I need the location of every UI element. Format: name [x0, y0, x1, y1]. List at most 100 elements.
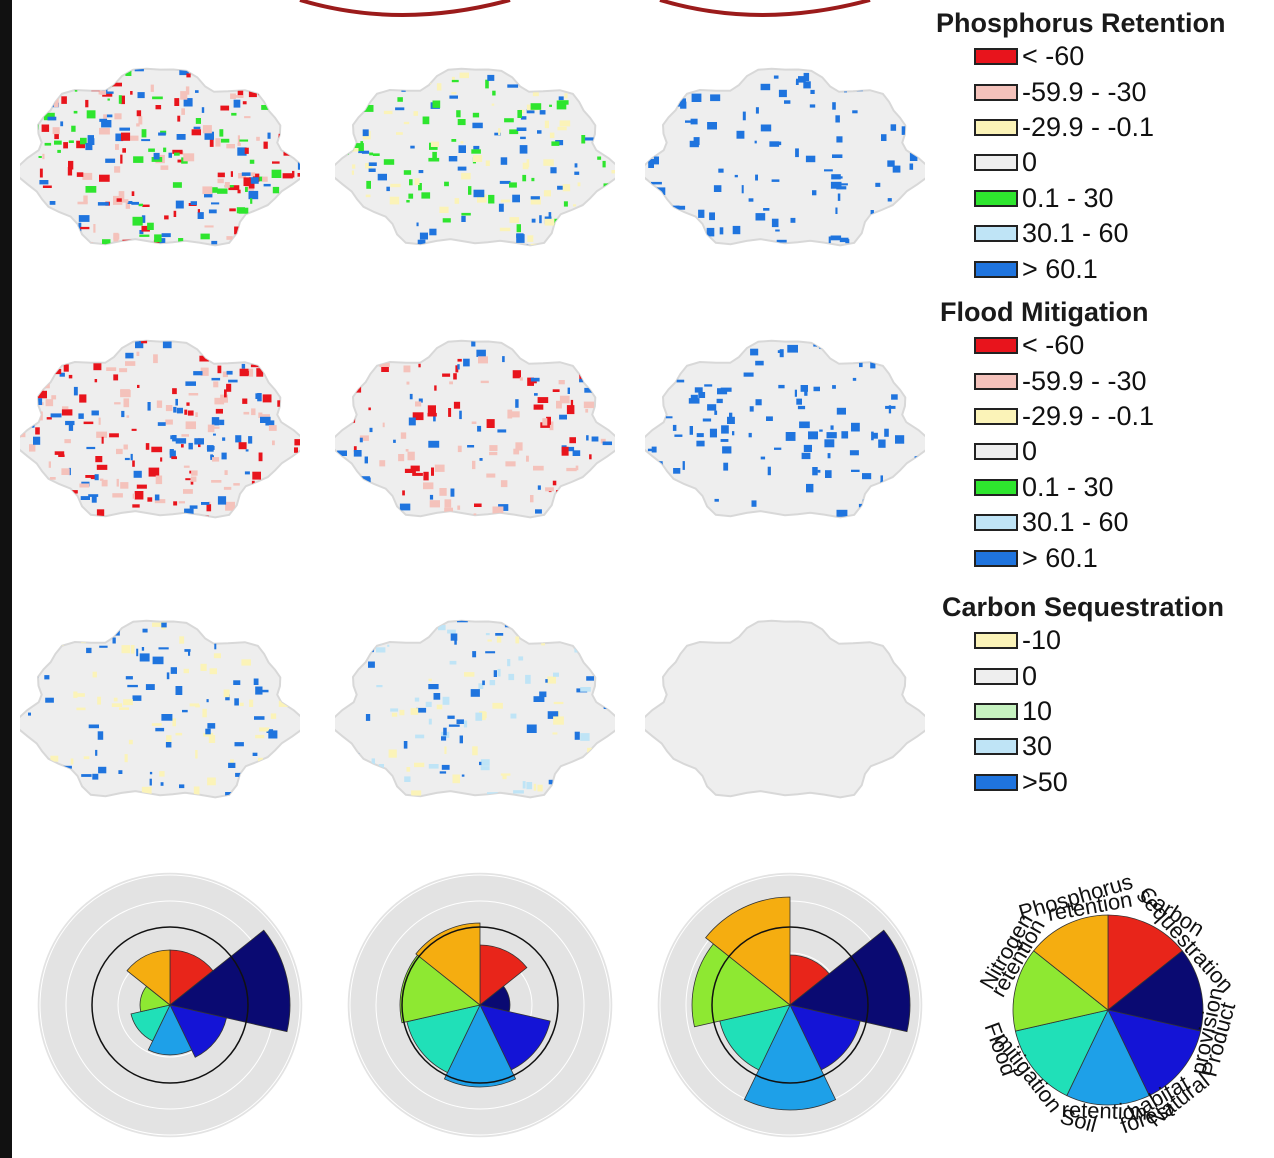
map-patch — [787, 344, 798, 353]
map-region — [645, 339, 925, 519]
map-patch — [261, 105, 270, 110]
map-patch — [146, 517, 151, 518]
map-patch — [169, 808, 174, 814]
map-patch — [283, 349, 286, 353]
map-patch — [160, 165, 169, 170]
legend-title: Carbon Sequestration — [942, 592, 1225, 622]
map-patch — [44, 142, 52, 146]
wheel-sector-nitrogen-retention — [1012, 950, 1109, 1032]
map-patch — [282, 413, 290, 422]
map-carbon-sequestration-3 — [645, 619, 925, 799]
map-patch — [149, 778, 152, 786]
map-patch — [684, 56, 694, 60]
map-patch — [61, 509, 72, 515]
map-patch — [575, 231, 581, 240]
map-patch — [879, 40, 883, 46]
map-patch — [352, 164, 356, 169]
map-patch — [210, 454, 213, 460]
map-patch — [870, 360, 876, 369]
map-patch — [403, 741, 408, 749]
map-patch — [296, 345, 299, 353]
map-patch — [386, 534, 395, 538]
map-patch — [755, 399, 762, 406]
map-patch — [277, 68, 288, 74]
map-patch — [160, 782, 164, 786]
map-patch — [528, 626, 535, 629]
map-patch — [558, 100, 569, 105]
rose-gridline — [659, 874, 921, 1136]
map-patch — [381, 366, 389, 372]
map-patch — [812, 467, 818, 476]
map-patch — [382, 422, 385, 428]
map-patch — [44, 100, 49, 108]
map-patch — [111, 703, 123, 707]
map-patch — [213, 433, 216, 436]
map-patch — [251, 480, 255, 486]
map-patch — [801, 452, 811, 460]
map-patch — [245, 187, 248, 192]
map-patch — [397, 542, 403, 547]
map-patch — [341, 670, 349, 675]
map-patch — [173, 406, 177, 413]
map-patch — [73, 386, 78, 396]
map-patch — [568, 821, 572, 827]
map-patch — [26, 531, 30, 540]
map-patch — [156, 400, 163, 408]
map-patch — [418, 183, 422, 191]
map-patch — [515, 442, 523, 451]
map-patch — [389, 196, 400, 205]
map-patch — [473, 155, 483, 162]
map-patch — [760, 124, 772, 132]
map-patch — [123, 444, 128, 450]
map-patch — [68, 467, 71, 476]
map-patch — [437, 804, 441, 810]
map-patch — [452, 76, 455, 83]
wheel-sector-phosphorus-retention — [1033, 914, 1109, 1011]
map-patch — [121, 545, 124, 547]
map-patch — [923, 528, 925, 535]
map-patch — [251, 408, 256, 416]
map-patch — [787, 271, 790, 275]
map-patch — [714, 410, 718, 415]
map-patch — [30, 127, 37, 131]
map-patch — [411, 617, 414, 619]
map-patch — [209, 668, 217, 675]
map-patch — [41, 495, 51, 500]
map-patch — [492, 90, 496, 96]
map-patch — [444, 746, 447, 754]
map-patch — [235, 435, 242, 443]
map-phosphorus-retention-3 — [645, 40, 925, 275]
map-patch — [133, 156, 144, 163]
map-patch — [579, 511, 582, 517]
map-patch — [403, 611, 412, 615]
map-patch — [837, 193, 841, 201]
map-patch — [434, 385, 437, 391]
map-patch — [574, 163, 578, 168]
map-patch — [799, 421, 810, 429]
map-patch — [211, 240, 218, 245]
map-patch — [919, 475, 922, 484]
map-patch — [672, 315, 680, 319]
map-patch — [100, 89, 107, 95]
map-patch — [532, 92, 539, 97]
legend-label: 0 — [1022, 660, 1038, 691]
map-patch — [449, 525, 456, 533]
map-patch — [548, 779, 553, 785]
map-patch — [250, 810, 258, 812]
map-patch — [46, 417, 52, 420]
map-patch — [152, 656, 164, 665]
map-patch — [690, 118, 698, 125]
legend-label: < -60 — [1022, 330, 1085, 361]
map-patch — [889, 478, 901, 482]
map-patch — [247, 228, 253, 234]
map-patch — [656, 48, 661, 51]
map-patch — [274, 257, 285, 262]
map-patch — [564, 93, 568, 99]
map-patch — [410, 708, 419, 715]
map-patch — [253, 349, 261, 358]
map-patch — [651, 181, 662, 185]
map-patch — [473, 248, 481, 252]
map-patch — [796, 398, 802, 405]
legend-label: 30.1 - 60 — [1022, 218, 1129, 249]
map-patch — [819, 429, 823, 432]
